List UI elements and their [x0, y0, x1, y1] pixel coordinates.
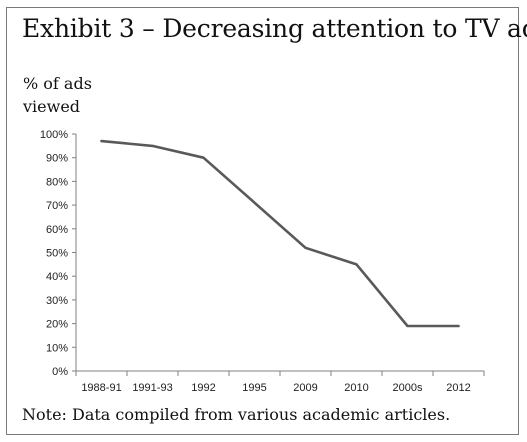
y-tick-label: 100%	[40, 129, 68, 141]
y-axis-ticks: 0% 10% 20% 30% 40% 50% 60% 70% 80% 90% 100%	[40, 129, 76, 378]
x-tick-label: 2010	[344, 382, 368, 394]
x-tick-label: 1991-93	[132, 382, 172, 394]
y-axis-label: % of ads viewed	[23, 74, 92, 116]
chart-axes	[75, 134, 484, 372]
series-line	[100, 139, 460, 328]
y-tick-label: 70%	[46, 200, 68, 212]
y-tick-label: 10%	[46, 342, 68, 354]
y-tick-label: 30%	[46, 295, 68, 307]
y-tick-label: 60%	[46, 224, 68, 236]
footnote: Note: Data compiled from various academi…	[22, 405, 451, 424]
y-tick-label: 80%	[46, 176, 68, 188]
x-axis-ticks: 1988-91 1991-93 1992 1995 2009 2010 2000s 2012	[75, 371, 485, 394]
x-tick-label: 1992	[191, 382, 215, 394]
x-tick-label: 1988-91	[81, 382, 121, 394]
x-tick-label: 2012	[446, 382, 470, 394]
y-tick-label: 20%	[46, 319, 68, 331]
y-tick-label: 90%	[46, 153, 68, 165]
x-tick-label: 2000s	[393, 382, 423, 394]
y-tick-label: 50%	[46, 248, 68, 260]
x-tick-label: 2009	[293, 382, 317, 394]
exhibit-frame	[6, 7, 519, 435]
chart-title: Exhibit 3 – Decreasing attention to TV a…	[22, 14, 527, 43]
y-tick-label: 40%	[46, 271, 68, 283]
y-tick-label: 0%	[52, 366, 68, 378]
series-group	[100, 139, 460, 328]
x-tick-label: 1995	[242, 382, 266, 394]
